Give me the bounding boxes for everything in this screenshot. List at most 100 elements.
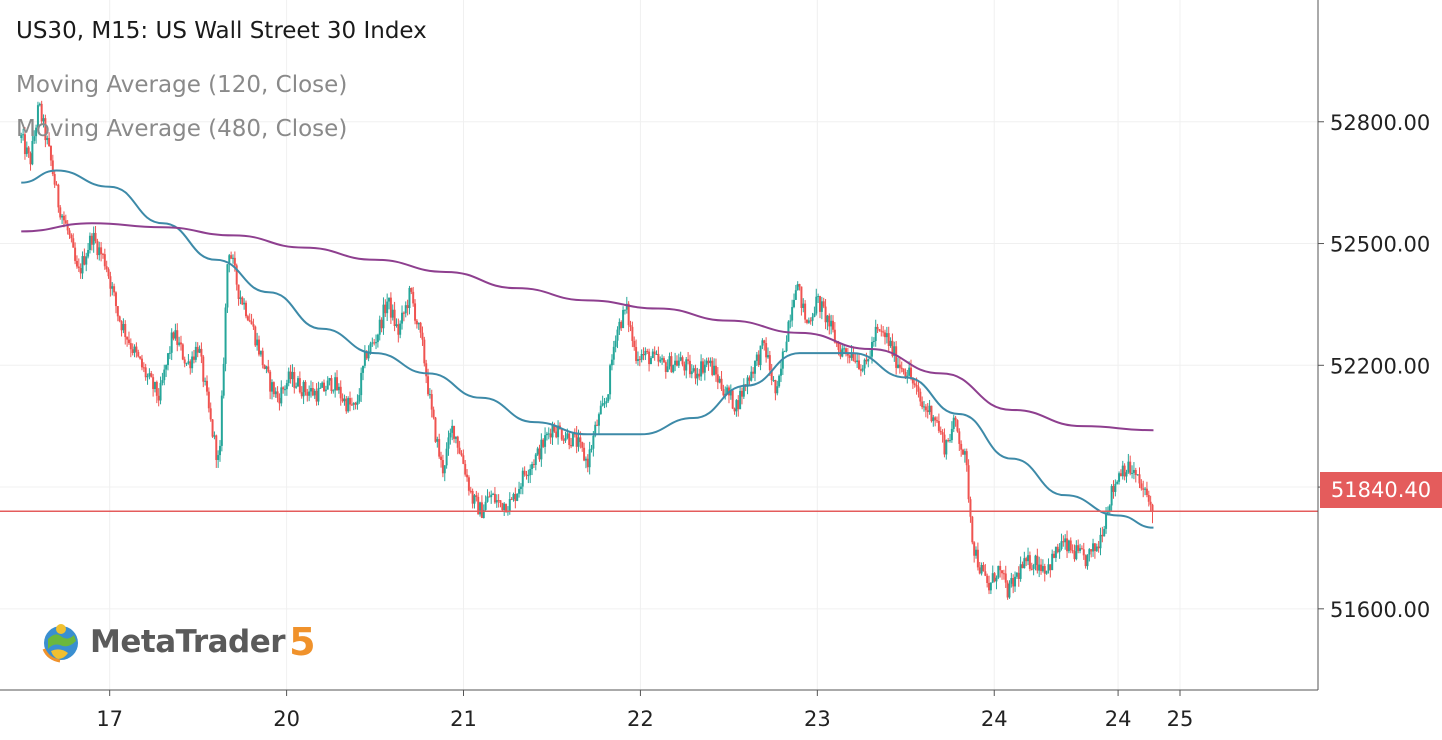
- candle: [207, 387, 210, 413]
- candle-body: [766, 355, 769, 358]
- candle: [863, 358, 866, 375]
- candle-body: [393, 309, 396, 326]
- candle: [159, 376, 162, 405]
- candle-body: [843, 348, 846, 350]
- candle-body: [373, 342, 376, 344]
- candle-body: [389, 297, 392, 318]
- candle-body: [714, 365, 717, 375]
- candle: [846, 348, 849, 364]
- candle-body: [256, 339, 259, 346]
- candle-body: [278, 397, 281, 404]
- candle-body: [49, 146, 52, 161]
- candle: [1025, 556, 1028, 567]
- candle-body: [282, 387, 285, 390]
- candle: [363, 345, 366, 369]
- candle-body: [22, 134, 25, 136]
- candle: [328, 377, 331, 386]
- candle: [330, 375, 333, 394]
- candle-body: [820, 301, 823, 312]
- candle: [120, 320, 123, 337]
- candle-body: [1099, 534, 1102, 549]
- candle-body: [651, 351, 654, 358]
- candle-body: [440, 456, 443, 460]
- candle: [1036, 548, 1039, 574]
- candle-body: [1045, 570, 1048, 574]
- candle: [150, 370, 153, 378]
- candle: [590, 444, 593, 453]
- candle: [300, 386, 303, 399]
- candle: [1058, 543, 1061, 559]
- candle: [185, 362, 188, 367]
- candle-body: [148, 373, 151, 377]
- candle-body: [675, 360, 678, 366]
- candle-body: [36, 105, 39, 128]
- candle: [607, 394, 610, 403]
- candle: [857, 353, 860, 370]
- candle: [464, 460, 467, 477]
- candle-body: [109, 276, 112, 289]
- candle: [215, 434, 218, 468]
- candle-body: [209, 408, 212, 420]
- candle: [144, 363, 147, 381]
- candle: [490, 490, 493, 504]
- candle-body: [796, 284, 799, 291]
- candle-body: [222, 363, 225, 396]
- indicator-label-ma120[interactable]: Moving Average (120, Close): [16, 72, 348, 98]
- candle: [872, 337, 875, 347]
- candle-body: [785, 341, 788, 352]
- candle-body: [127, 339, 130, 344]
- candle-body: [989, 582, 992, 591]
- candle-body: [61, 215, 64, 218]
- candle-body: [603, 403, 606, 405]
- candle-body: [146, 376, 149, 378]
- candle: [360, 367, 363, 403]
- candle-body: [752, 371, 755, 374]
- candle: [425, 359, 428, 384]
- candle-body: [529, 468, 532, 476]
- candle-body: [174, 330, 177, 339]
- candle-body: [74, 247, 77, 261]
- candle: [1123, 463, 1126, 481]
- candle: [510, 497, 513, 501]
- candle-body: [466, 474, 469, 478]
- candle-body: [323, 382, 326, 392]
- candle: [22, 128, 25, 141]
- candle-body: [557, 425, 560, 438]
- candle: [597, 412, 600, 434]
- candle: [898, 356, 901, 374]
- candle-body: [267, 366, 270, 372]
- candle: [1008, 580, 1011, 599]
- candle: [189, 359, 192, 375]
- candle-body: [830, 320, 833, 327]
- candle: [999, 560, 1002, 578]
- candle: [33, 130, 36, 144]
- candle-body: [924, 406, 927, 411]
- candle: [280, 380, 283, 407]
- candle-body: [633, 340, 636, 348]
- candle: [202, 355, 205, 388]
- candle-body: [962, 449, 965, 455]
- candle: [310, 380, 313, 398]
- candle: [124, 320, 127, 345]
- candle-body: [644, 350, 647, 356]
- candle: [146, 373, 149, 385]
- candle-body: [1040, 564, 1043, 572]
- candle-body: [1004, 573, 1007, 583]
- candle: [620, 320, 623, 332]
- candle-body: [508, 499, 511, 511]
- candle-body: [428, 394, 431, 396]
- candle-body: [988, 582, 991, 591]
- candle: [969, 496, 972, 523]
- indicator-label-ma480[interactable]: Moving Average (480, Close): [16, 116, 348, 142]
- candle: [72, 233, 75, 248]
- candle-body: [818, 296, 821, 312]
- candle-body: [155, 381, 158, 396]
- candle-body: [83, 256, 86, 265]
- candle-body: [126, 337, 129, 340]
- candle-body: [833, 329, 836, 343]
- candle-body: [295, 386, 298, 388]
- candle: [900, 361, 903, 373]
- candle-body: [1036, 555, 1039, 571]
- candle-body: [492, 493, 495, 495]
